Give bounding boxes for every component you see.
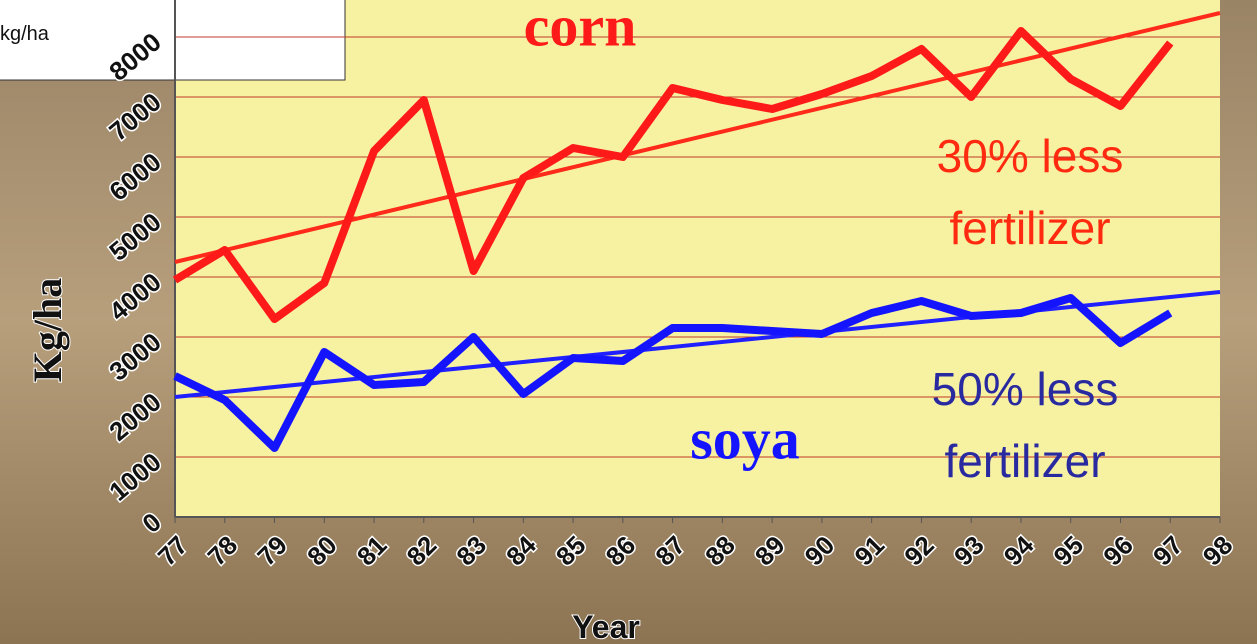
y-axis-title: Kg/ha bbox=[25, 278, 70, 382]
legend-box bbox=[0, 0, 346, 81]
series-line bbox=[172, 27, 1174, 323]
annotation: fertilizer bbox=[949, 202, 1110, 254]
plot-area bbox=[175, 0, 1220, 517]
x-axis-title: Year bbox=[572, 609, 640, 644]
annotation: soya bbox=[690, 406, 800, 471]
annotation: corn bbox=[524, 0, 637, 58]
annotation: 30% less bbox=[937, 130, 1124, 182]
series-line bbox=[173, 294, 1173, 452]
annotation: 50% less bbox=[932, 363, 1119, 415]
annotation: fertilizer bbox=[944, 435, 1105, 487]
legend-text: kg/ha bbox=[0, 23, 50, 45]
